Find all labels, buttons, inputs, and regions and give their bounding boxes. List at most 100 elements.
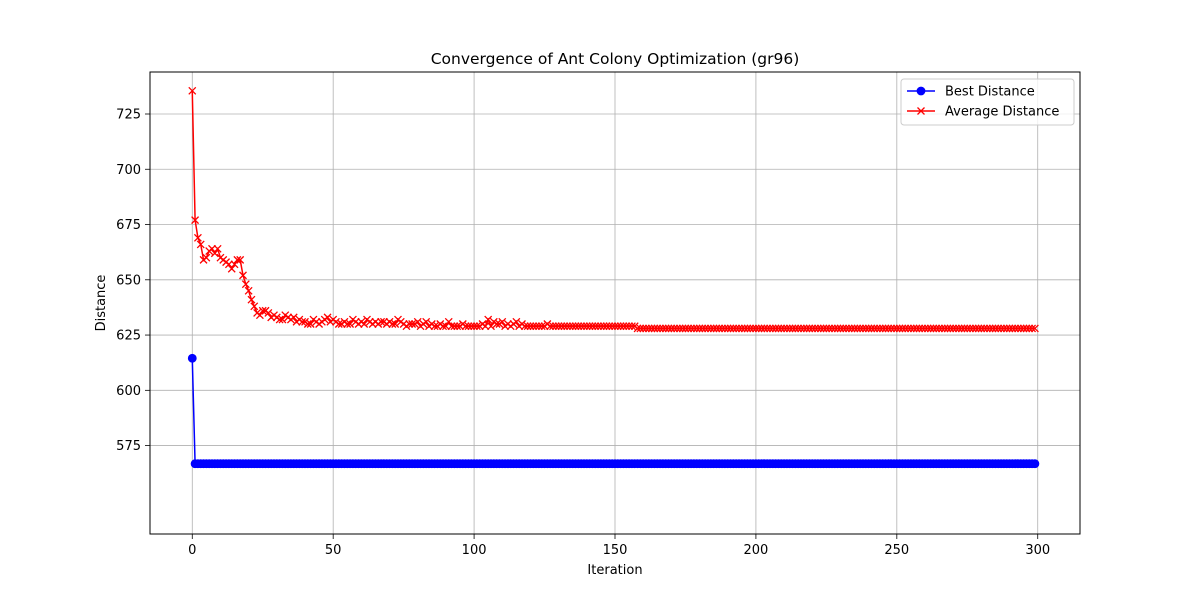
data-point: [822, 324, 831, 333]
data-point: [405, 320, 414, 328]
data-point: [258, 306, 267, 315]
data-point: [202, 253, 211, 262]
data-point: [977, 324, 986, 333]
data-point: [799, 324, 808, 333]
data-point: [960, 324, 969, 333]
data-point: [839, 324, 848, 333]
data-point: [656, 324, 665, 333]
data-point: [675, 324, 684, 333]
data-point: [616, 322, 625, 331]
data-point: [918, 324, 927, 333]
data-point: [334, 320, 343, 328]
data-point: [875, 324, 884, 333]
data-point: [596, 322, 605, 331]
data-point: [413, 317, 422, 326]
data-point: [811, 324, 820, 333]
data-point: [957, 324, 966, 333]
data-point: [611, 322, 619, 331]
data-point: [968, 324, 977, 333]
data-point: [850, 324, 859, 333]
data-point: [830, 324, 839, 333]
data-point: [430, 322, 439, 331]
data-point: [591, 322, 600, 331]
data-point: [780, 324, 789, 333]
data-point: [532, 322, 541, 331]
data-point: [940, 324, 949, 333]
data-point: [644, 324, 653, 333]
x-tick-label: 300: [1025, 543, 1050, 558]
data-point: [447, 322, 456, 331]
data-point: [813, 324, 822, 333]
data-point: [884, 324, 893, 333]
data-point: [878, 324, 887, 333]
data-point: [923, 324, 932, 333]
data-point: [346, 320, 355, 328]
y-tick-label: 725: [116, 108, 141, 123]
data-point: [819, 324, 828, 333]
data-point: [785, 324, 794, 333]
data-point: [484, 315, 493, 324]
data-point: [760, 324, 769, 333]
data-point: [726, 324, 735, 333]
data-point: [906, 324, 915, 333]
data-point: [867, 324, 876, 333]
data-point: [298, 317, 307, 326]
data-point: [608, 322, 617, 331]
data-point: [236, 255, 245, 264]
data-point: [582, 322, 591, 331]
data-point: [306, 320, 315, 328]
data-point: [388, 320, 397, 328]
data-point: [997, 324, 1006, 333]
data-point: [1005, 324, 1014, 333]
data-point: [689, 324, 698, 333]
data-point: [264, 308, 273, 317]
legend-item: Average Distance: [907, 105, 1059, 120]
data-point: [1014, 324, 1022, 333]
data-point: [1025, 324, 1034, 333]
legend-marker: [916, 86, 926, 96]
data-point: [890, 324, 898, 333]
data-point: [250, 302, 259, 311]
data-point: [720, 324, 729, 333]
data-point: [774, 324, 783, 333]
data-point: [983, 324, 991, 333]
data-point: [1022, 324, 1031, 333]
data-point: [687, 324, 696, 333]
data-point: [782, 324, 791, 333]
data-point: [771, 324, 780, 333]
series-line: [191, 358, 1035, 465]
data-point: [740, 324, 749, 333]
data-point: [952, 324, 960, 333]
chart-title: Convergence of Ant Colony Optimization (…: [431, 50, 800, 68]
data-point: [230, 260, 239, 269]
data-point: [444, 317, 453, 326]
data-point: [464, 322, 473, 331]
data-point: [422, 317, 431, 326]
data-point: [974, 324, 983, 333]
data-point: [639, 324, 648, 333]
data-point: [1030, 324, 1039, 333]
data-point: [588, 322, 597, 331]
data-point: [994, 324, 1003, 333]
data-point: [577, 322, 586, 331]
data-point: [664, 324, 673, 333]
series-average-distance: [188, 86, 1039, 333]
data-point: [698, 324, 707, 333]
data-point: [805, 324, 814, 333]
data-point: [439, 322, 448, 331]
data-point: [619, 322, 628, 331]
data-point: [275, 315, 284, 324]
data-point: [836, 324, 845, 333]
data-point: [864, 324, 873, 333]
data-point: [453, 322, 462, 331]
axis-ticks: 0 50 100 150 200 250 300 575 600 625 650 675 700 725: [116, 108, 1050, 559]
data-point: [481, 322, 490, 331]
data-point: [706, 324, 715, 333]
data-point: [441, 322, 450, 331]
data-point: [247, 295, 256, 304]
data-point: [208, 244, 216, 253]
data-point: [887, 324, 896, 333]
data-point: [580, 322, 588, 331]
data-point: [777, 324, 786, 333]
series-best-distance: [187, 353, 1040, 469]
